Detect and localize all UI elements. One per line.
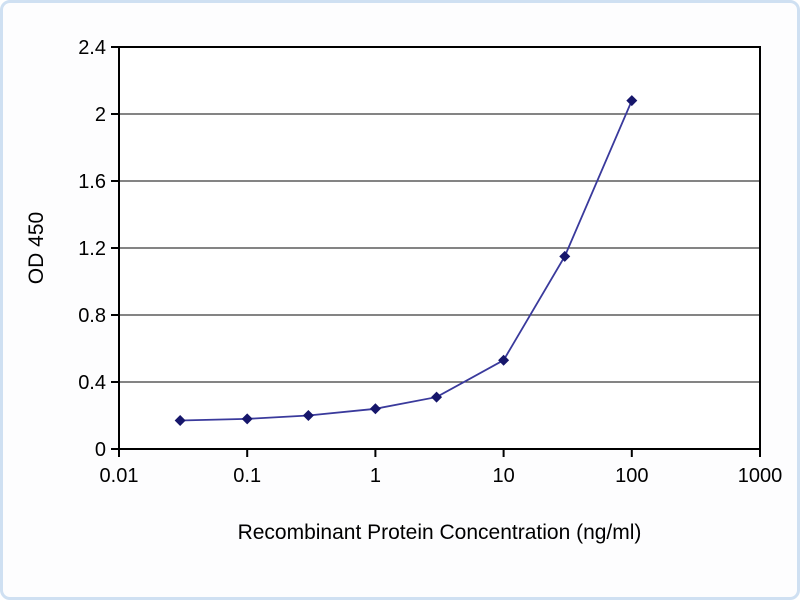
data-point-marker [174,415,186,427]
data-point-marker [498,354,510,366]
y-tick-label: 1.6 [78,171,106,193]
y-tick-label: 0 [95,439,106,461]
y-tick-label: 1.2 [78,238,106,260]
data-point-marker [431,391,443,403]
data-point-marker [559,250,571,262]
data-point-marker [241,413,253,425]
x-tick-label: 1000 [738,465,783,487]
x-tick-label: 0.01 [100,465,139,487]
x-tick-label: 10 [492,465,514,487]
x-tick-label: 1 [370,465,381,487]
x-axis-title: Recombinant Protein Concentration (ng/ml… [237,521,642,544]
y-tick-label: 2 [95,104,106,126]
data-point-marker [626,95,638,107]
y-tick-label: 2.4 [78,37,106,59]
data-point-marker [369,403,381,415]
data-line [180,100,633,422]
x-tick-label: 0.1 [233,465,261,487]
y-tick-label: 0.4 [78,372,106,394]
y-tick-label: 0.8 [78,305,106,327]
plot-area: 0 0.4 0.8 1.2 1.6 2 2.4 0.01 0.1 1 10 100 1000 [78,37,783,487]
x-tick-label: 100 [615,465,648,487]
data-point-marker [302,410,314,421]
